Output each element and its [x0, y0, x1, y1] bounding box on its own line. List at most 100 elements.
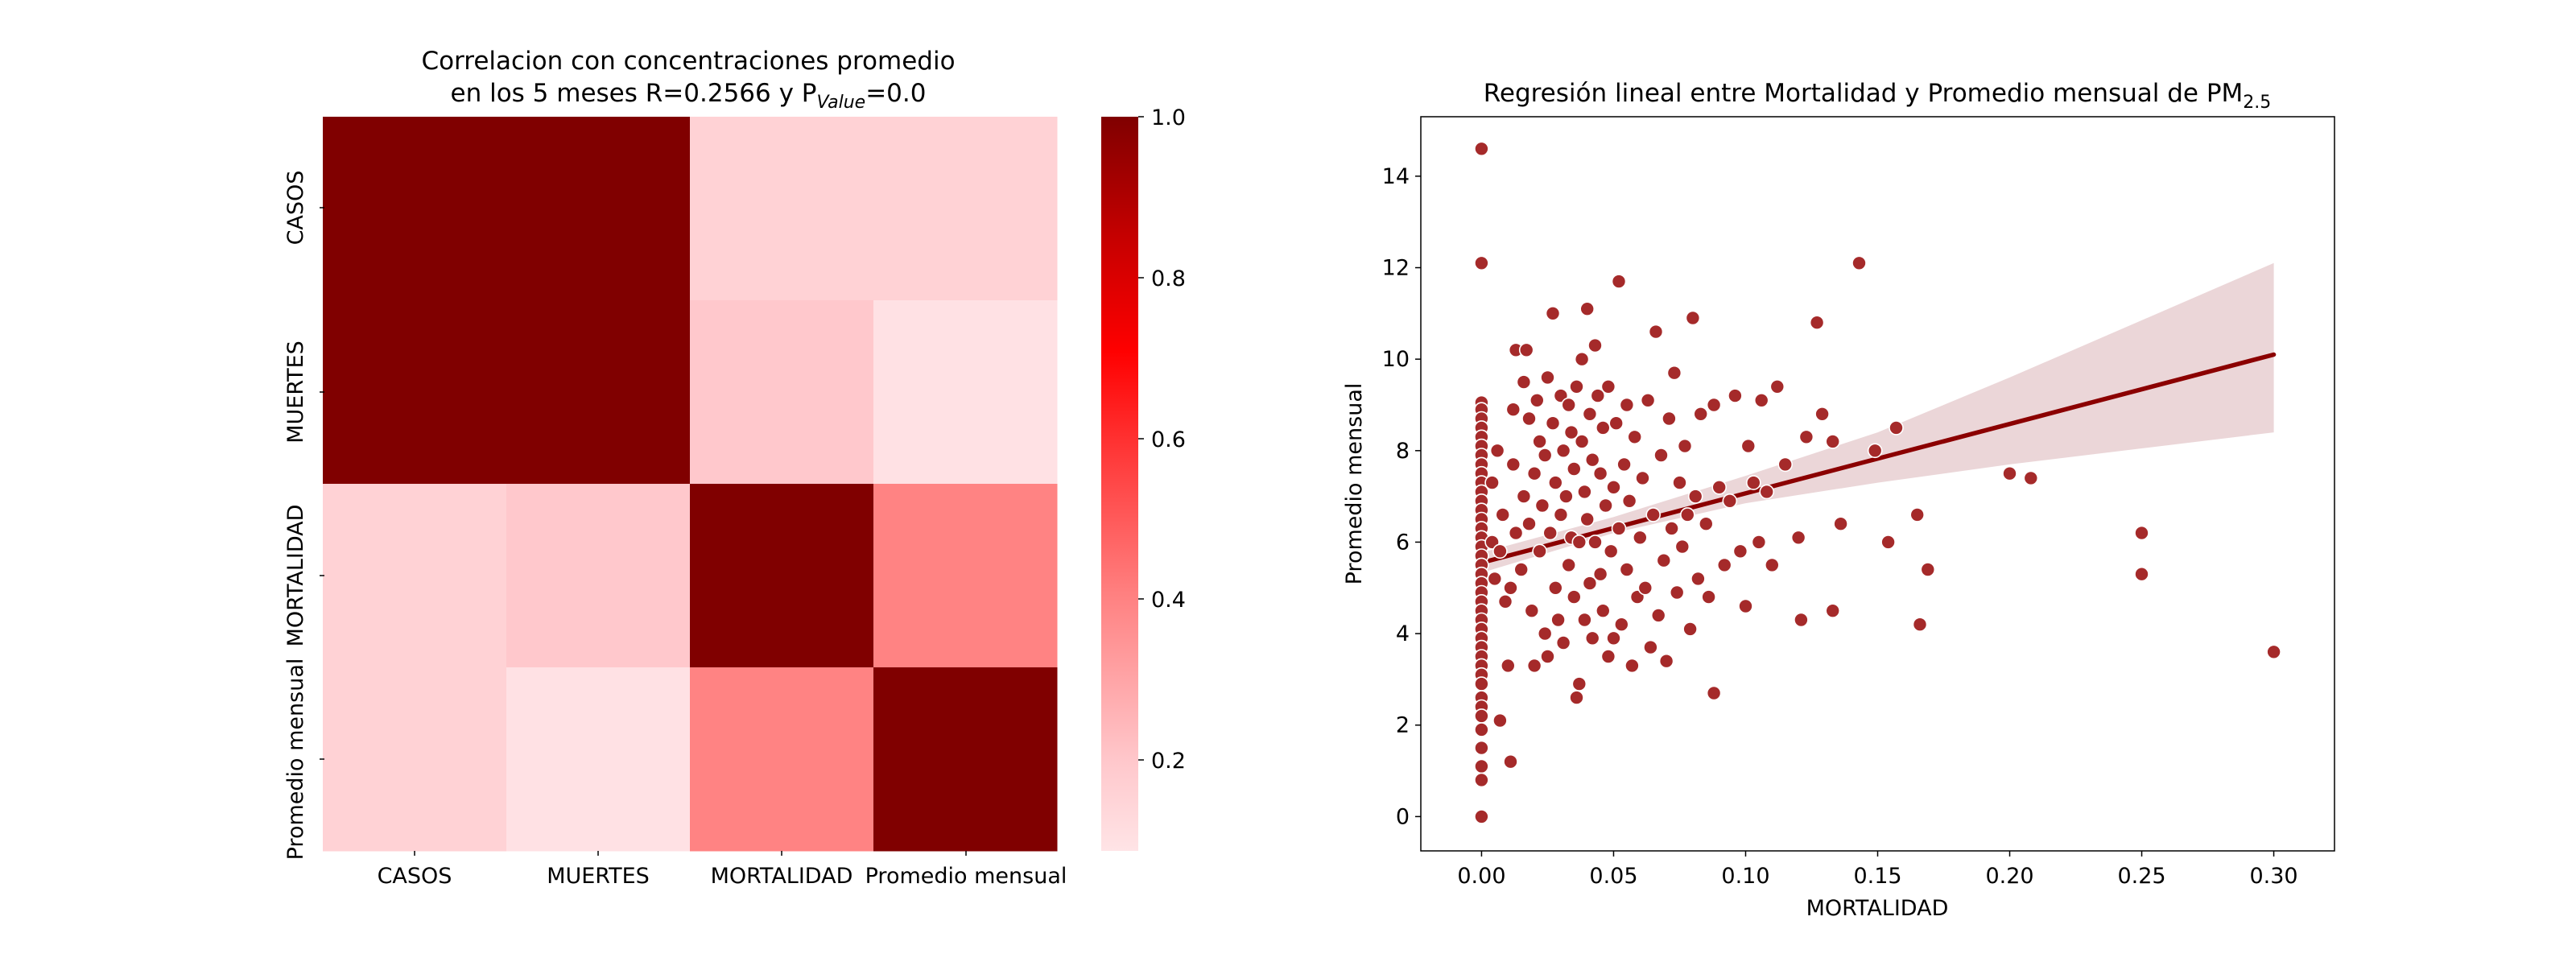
scatter-point	[1616, 456, 1632, 473]
scatter-point	[1474, 676, 1489, 691]
heatmap-cell	[690, 117, 874, 301]
scatter-point	[1521, 516, 1537, 532]
scatter-point	[1579, 511, 1595, 527]
scatter-point	[1553, 507, 1569, 522]
scatter-point	[1548, 580, 1563, 596]
scatter-point	[1582, 406, 1598, 422]
scatter-point	[2134, 566, 2149, 582]
scatter-point	[1558, 489, 1574, 504]
heatmap-cell	[690, 300, 874, 485]
x-tick-label: 0.20	[1985, 864, 2033, 889]
scatter-point	[1666, 365, 1682, 381]
scatter-title: Regresión lineal entre Mortalidad y Prom…	[1484, 79, 2272, 113]
regression-line	[1479, 352, 2277, 565]
heatmap-panel: Correlacion con concentraciones promedio…	[283, 47, 1186, 889]
scatter-point	[1662, 411, 1677, 427]
heatmap-title-line1: Correlacion con concentraciones promedio	[421, 47, 955, 76]
scatter-point	[1563, 424, 1579, 440]
scatter-point	[1579, 301, 1595, 317]
scatter-point	[1516, 374, 1532, 390]
scatter-point	[1577, 612, 1592, 628]
scatter-point	[1567, 461, 1582, 477]
scatter-point	[1532, 434, 1547, 449]
scatter-point	[1621, 493, 1637, 509]
scatter-point	[1920, 562, 1936, 577]
scatter-point	[1574, 351, 1590, 367]
scatter-point	[2134, 525, 2149, 541]
scatter-point	[1650, 608, 1666, 623]
scatter-point	[1548, 475, 1563, 490]
colorbar-tick-1-0: 1.0	[1151, 105, 1186, 130]
scatter-point	[1503, 580, 1518, 596]
scatter-point	[1592, 465, 1608, 481]
scatter-point	[1598, 497, 1613, 514]
scatter-point	[1674, 539, 1690, 555]
scatter-y-ticks: 0 2 4 6 8 10 12 14	[1382, 164, 1421, 829]
heatmap-cell	[873, 300, 1058, 485]
scatter-point	[1909, 507, 1925, 522]
scatter-point	[1794, 612, 1809, 628]
scatter-point	[1545, 305, 1561, 321]
row-label-mortalidad: MORTALIDAD	[283, 505, 308, 647]
scatter-point	[1711, 479, 1727, 495]
scatter-point	[1640, 392, 1656, 408]
y-tick-label: 14	[1382, 164, 1410, 189]
confidence-band-area	[1481, 262, 2274, 573]
colorbar-tick-0-6: 0.6	[1151, 427, 1186, 452]
scatter-point	[1518, 342, 1534, 358]
scatter-point	[1537, 625, 1553, 642]
scatter-point	[1505, 456, 1521, 473]
x-tick-label: 0.00	[1457, 864, 1505, 889]
heatmap-colorbar: 1.0 0.8 0.6 0.4 0.2	[1101, 105, 1186, 851]
scatter-point	[1505, 402, 1521, 418]
x-tick-label: 0.30	[2249, 864, 2297, 889]
scatter-point	[1474, 722, 1489, 737]
scatter-point	[1716, 557, 1732, 573]
scatter-point	[2266, 644, 2281, 660]
scatter-point	[1777, 456, 1793, 473]
scatter-point	[1489, 443, 1505, 459]
scatter-point	[1542, 525, 1558, 541]
scatter-point	[1524, 603, 1540, 619]
scatter-point	[1555, 443, 1571, 459]
scatter-point	[1645, 507, 1661, 522]
scatter-point	[1759, 484, 1774, 500]
scatter-point	[1587, 337, 1603, 353]
scatter-point	[1474, 758, 1489, 774]
heatmap-cell	[506, 117, 691, 301]
scatter-point	[1880, 535, 1896, 550]
scatter-point	[1513, 562, 1529, 577]
scatter-point	[1571, 676, 1587, 691]
scatter-point	[1706, 685, 1722, 701]
scatter-point	[1765, 557, 1780, 573]
scatter-point	[1627, 429, 1642, 445]
scatter-point	[1474, 772, 1489, 788]
scatter-point	[1680, 507, 1695, 522]
scatter-point	[1693, 406, 1708, 422]
scatter-point	[1561, 557, 1576, 573]
scatter-point	[1648, 324, 1664, 340]
scatter-x-ticks: 0.00 0.05 0.10 0.15 0.20 0.25 0.30	[1457, 851, 2298, 889]
scatter-point	[1658, 653, 1674, 669]
colorbar-tick-0-4: 0.4	[1151, 588, 1186, 613]
x-tick-label: 0.05	[1589, 864, 1637, 889]
row-label-casos: CASOS	[283, 171, 308, 246]
scatter-point	[1569, 690, 1584, 705]
heatmap-cell	[506, 300, 691, 485]
scatter-point	[1484, 475, 1500, 490]
scatter-point	[1614, 617, 1629, 633]
scatter-point	[1495, 507, 1510, 522]
scatter-point	[1526, 465, 1542, 481]
scatter-panel: Regresión lineal entre Mortalidad y Prom…	[1342, 79, 2335, 921]
scatter-point	[1699, 516, 1714, 532]
scatter-point	[1550, 612, 1566, 628]
y-tick-label: 6	[1396, 530, 1410, 555]
scatter-point	[1603, 543, 1619, 559]
scatter-point	[1606, 479, 1621, 495]
scatter-point	[1852, 255, 1867, 271]
scatter-point	[1501, 658, 1516, 674]
scatter-point	[1685, 310, 1701, 326]
scatter-point	[2002, 465, 2017, 481]
scatter-point	[1497, 593, 1513, 609]
scatter-point	[1825, 603, 1840, 619]
